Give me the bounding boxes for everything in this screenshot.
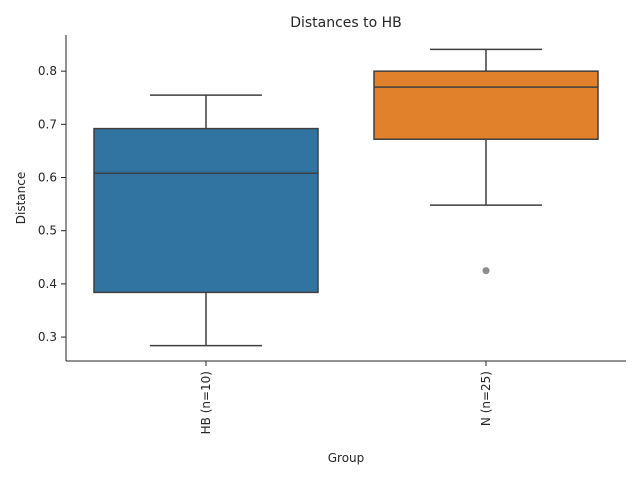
x-tick-label: N (n=25)	[479, 371, 493, 426]
y-axis-label: Distance	[14, 172, 28, 224]
y-tick-label: 0.5	[38, 224, 57, 238]
box-group	[373, 48, 599, 275]
y-tick-label: 0.7	[38, 117, 57, 131]
y-tick-label: 0.3	[38, 330, 57, 344]
x-tick-label: HB (n=10)	[199, 371, 213, 434]
box-group	[93, 94, 319, 347]
y-axis-ticks: 0.3 0.4 0.5 0.6 0.7 0.8	[38, 64, 66, 344]
y-tick-label: 0.4	[38, 277, 57, 291]
box-iqr	[373, 70, 599, 140]
y-tick-label: 0.6	[38, 171, 57, 185]
y-tick-label: 0.8	[38, 64, 57, 78]
box-series	[93, 48, 599, 347]
x-axis-label: Group	[328, 451, 365, 465]
outlier-point	[482, 267, 490, 275]
x-axis-ticks: HB (n=10) N (n=25)	[199, 361, 493, 434]
box-iqr	[93, 127, 319, 294]
chart-title: Distances to HB	[290, 15, 402, 31]
